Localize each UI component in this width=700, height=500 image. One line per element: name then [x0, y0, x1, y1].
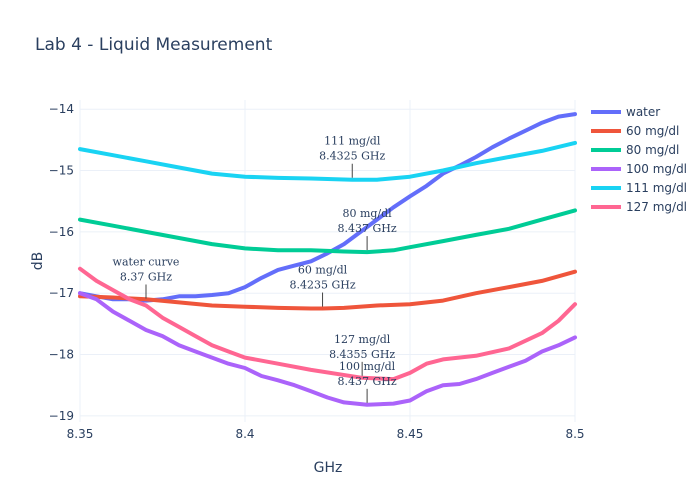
legend-label: 127 mg/dl — [626, 200, 687, 214]
y-tick-label: −18 — [49, 348, 74, 362]
y-tick-label: −17 — [49, 286, 74, 300]
x-axis-ticks: 8.35 8.4 8.45 8.5 — [67, 427, 585, 441]
annotation: 80 mg/dl 8.437 GHz — [338, 207, 397, 251]
annotation: 100 mg/dl 8.437 GHz — [338, 360, 397, 403]
series-line-60-mg-dl — [78, 269, 577, 311]
legend-label: 111 mg/dl — [626, 181, 687, 195]
y-axis-ticks: −14 −15 −16 −17 −18 −19 — [49, 102, 74, 423]
chart-title: Lab 4 - Liquid Measurement — [35, 35, 273, 55]
legend-item[interactable]: 60 mg/dl — [591, 124, 679, 138]
legend-item[interactable]: 111 mg/dl — [591, 181, 687, 195]
x-tick-label: 8.5 — [565, 427, 584, 441]
annotation-text: 100 mg/dl — [339, 360, 396, 373]
annotation: 111 mg/dl 8.4325 GHz — [319, 135, 386, 178]
annotation-text: 8.4355 GHz — [329, 348, 395, 361]
x-tick-label: 8.4 — [235, 427, 254, 441]
y-tick-label: −14 — [49, 102, 74, 116]
x-tick-label: 8.35 — [67, 427, 94, 441]
x-axis-title: GHz — [314, 460, 343, 476]
annotation-text: 8.4325 GHz — [319, 150, 385, 163]
x-tick-label: 8.45 — [397, 427, 424, 441]
series-line-127-mg-dl — [78, 266, 577, 382]
annotation-text: 8.4235 GHz — [289, 279, 355, 292]
annotation: 60 mg/dl 8.4235 GHz — [289, 264, 356, 307]
annotation-text: water curve — [113, 256, 180, 269]
annotation-text: 8.437 GHz — [338, 375, 397, 388]
legend-label: 80 mg/dl — [626, 143, 679, 157]
y-tick-label: −16 — [49, 225, 74, 239]
annotations: 111 mg/dl 8.4325 GHz 80 mg/dl 8.437 GHz wate… — [113, 135, 397, 403]
annotation-text: 80 mg/dl — [342, 207, 392, 220]
series-line-111-mg-dl — [78, 140, 577, 182]
series-line-80-mg-dl — [78, 208, 577, 255]
legend-item[interactable]: water — [591, 105, 660, 119]
annotation: 127 mg/dl 8.4355 GHz — [329, 333, 395, 376]
annotation-text: 127 mg/dl — [334, 333, 391, 346]
series-lines — [78, 112, 577, 407]
legend-item[interactable]: 100 mg/dl — [591, 162, 687, 176]
legend-item[interactable]: 80 mg/dl — [591, 143, 679, 157]
annotation-text: 111 mg/dl — [324, 135, 381, 148]
y-tick-label: −19 — [49, 409, 74, 423]
legend-label: 100 mg/dl — [626, 162, 687, 176]
legend-label: water — [626, 105, 660, 119]
legend-item[interactable]: 127 mg/dl — [591, 200, 687, 214]
annotation-text: 8.37 GHz — [120, 271, 172, 284]
annotation-text: 8.437 GHz — [338, 222, 397, 235]
legend-label: 60 mg/dl — [626, 124, 679, 138]
annotation: water curve 8.37 GHz — [113, 256, 180, 299]
legend: water 60 mg/dl 80 mg/dl 100 mg/dl 111 mg/dl 1… — [591, 105, 687, 214]
y-axis-title: dB — [30, 252, 46, 271]
series-line-100-mg-dl — [78, 291, 577, 407]
y-tick-label: −15 — [49, 164, 74, 178]
annotation-text: 60 mg/dl — [298, 264, 348, 277]
